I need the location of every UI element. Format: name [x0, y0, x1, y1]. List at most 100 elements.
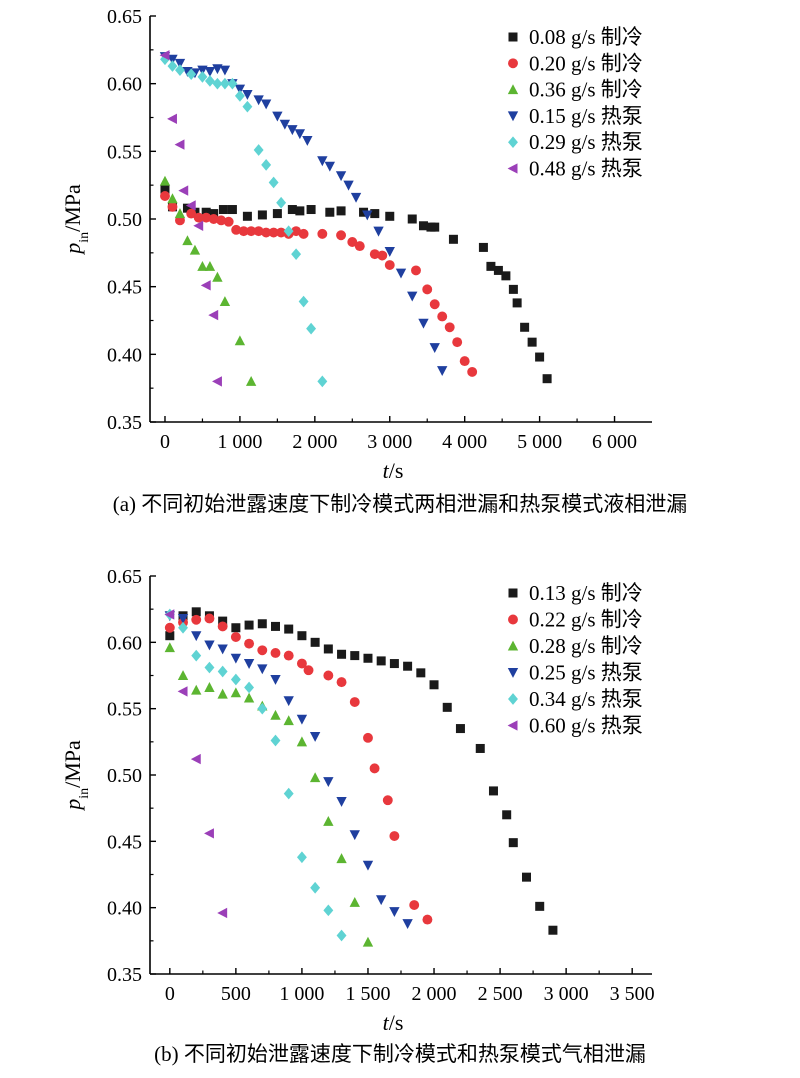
chart-b-legend-marker — [508, 693, 518, 705]
chart-a-series-4 — [160, 53, 328, 388]
chart-b-y-axis-title: pin/MPa — [60, 740, 92, 812]
chart-a-data-point — [246, 226, 257, 237]
chart-b-data-point — [296, 736, 308, 747]
chart-b-data-point — [270, 709, 281, 720]
chart-a-data-point — [234, 84, 246, 95]
chart-a-data-point — [452, 337, 463, 348]
chart-a-data-point — [167, 60, 178, 72]
chart-b-data-point — [535, 901, 545, 911]
chart-a-data-point — [298, 228, 309, 239]
chart-a-data-point — [407, 214, 417, 224]
chart-b-data-point — [204, 613, 215, 624]
chart-b-data-point — [349, 896, 360, 907]
chart-a-data-point — [287, 125, 298, 136]
chart-b-y-tick-label: 0.45 — [107, 831, 142, 853]
chart-a-data-point — [429, 299, 440, 310]
chart-b-data-point — [508, 838, 518, 848]
chart-a-x-tick-label: 0 — [160, 431, 170, 453]
chart-b-series-2 — [164, 642, 374, 947]
chart-b-data-point — [177, 613, 189, 624]
chart-b-data-point — [217, 665, 228, 678]
chart-a-data-point — [193, 212, 204, 223]
chart-b-data-point — [164, 609, 175, 620]
chart-a-data-point — [335, 171, 347, 182]
chart-b-data-point — [283, 715, 294, 726]
chart-a-data-point — [167, 54, 178, 65]
chart-a-data-point — [174, 58, 186, 69]
chart-b-legend-marker — [507, 720, 518, 731]
chart-a-data-point — [178, 185, 189, 196]
chart-b-data-point — [296, 658, 307, 669]
chart-a-data-point — [219, 65, 231, 76]
chart-a-data-point — [186, 68, 197, 81]
chart-a-data-point — [253, 226, 264, 237]
chart-a-data-point — [212, 64, 223, 75]
chart-a-data-point — [261, 227, 272, 238]
chart-b-data-point — [303, 665, 314, 676]
chart-b-x-tick-label: 500 — [221, 983, 251, 1005]
chart-a-data-point — [467, 366, 478, 377]
chart-b-data-point — [217, 621, 228, 632]
chart-b-data-point — [217, 907, 228, 919]
chart-a-data-point — [385, 211, 395, 221]
chart-b-data-point — [475, 743, 485, 753]
chart-b-legend-label: 0.13 g/s 制冷 — [529, 581, 643, 605]
chart-a-data-point — [212, 376, 222, 387]
chart-b-data-point — [389, 907, 400, 918]
chart-a-data-point — [486, 261, 496, 271]
chart-a-data-point — [418, 318, 429, 329]
chart-a-data-point — [369, 249, 380, 260]
chart-a-svg: 0.35 0.40 0.45 0.50 0.55 0.60 0.65 0 1 000 2 000 3… — [60, 6, 652, 483]
chart-a-data-point — [208, 309, 219, 321]
chart-b-data-point — [270, 734, 281, 747]
chart-a-data-point — [242, 89, 253, 100]
chart-a-data-point — [185, 200, 196, 211]
chart-b-data-point — [349, 697, 360, 707]
chart-a-series-1 — [160, 191, 478, 377]
chart-a-data-point — [276, 196, 287, 209]
chart-b-data-point — [177, 686, 188, 697]
chart-b-data-point — [243, 659, 255, 669]
chart-a-legend-marker — [507, 163, 518, 174]
chart-b-data-point — [362, 860, 374, 871]
chart-a-data-point — [159, 50, 170, 61]
chart-a-x-axis-title: t/s — [383, 458, 404, 483]
chart-a-series-0 — [160, 184, 552, 384]
chart-a-data-point — [501, 271, 511, 281]
chart-a-data-point — [306, 205, 316, 215]
chart-b-data-point — [231, 623, 241, 633]
chart-a-data-point — [234, 335, 246, 346]
chart-b-x-tick-label: 3 500 — [610, 983, 655, 1005]
chart-a-data-point — [174, 139, 185, 150]
chart-b-series-4 — [164, 608, 347, 942]
chart-a-data-point — [302, 136, 313, 146]
chart-a-data-point — [204, 75, 215, 87]
chart-a-data-point — [245, 376, 257, 386]
chart-b-legend-label: 0.34 g/s 热泵 — [529, 687, 643, 711]
chart-b-data-point — [244, 681, 255, 694]
chart-a-data-point — [201, 207, 211, 217]
chart-b-legend-label: 0.22 g/s 制冷 — [529, 608, 643, 632]
chart-a-data-point — [370, 209, 380, 219]
chart-a-data-point — [478, 242, 488, 252]
chart-b-x-tick-label: 2 000 — [412, 983, 457, 1005]
chart-b-data-point — [283, 696, 294, 707]
chart-a-x-tick-label: 5 000 — [517, 431, 562, 453]
chart-b-data-point — [164, 622, 175, 633]
chart-a-legend-marker — [507, 111, 519, 122]
chart-b-data-point — [336, 797, 347, 807]
chart-b-x-tick-label: 3 000 — [544, 983, 589, 1005]
chart-b-svg: 0.35 0.40 0.45 0.50 0.55 0.60 0.65 0 500 1 000 1 5… — [60, 566, 655, 1035]
chart-a-data-point — [182, 66, 193, 77]
chart-a-data-point — [227, 77, 238, 90]
chart-a-data-point — [261, 159, 272, 171]
chart-a-series-5 — [159, 50, 222, 387]
chart-b-series-5 — [164, 609, 228, 919]
chart-a-y-tick-label: 0.50 — [107, 209, 142, 231]
chart-a-data-point — [422, 284, 433, 295]
chart-b-data-point — [244, 638, 255, 649]
chart-a-y-tick-label: 0.55 — [107, 141, 142, 163]
chart-b-data-point — [323, 670, 334, 681]
chart-a-data-point — [276, 227, 287, 238]
chart-a-x-tick-label: 4 000 — [442, 431, 487, 453]
